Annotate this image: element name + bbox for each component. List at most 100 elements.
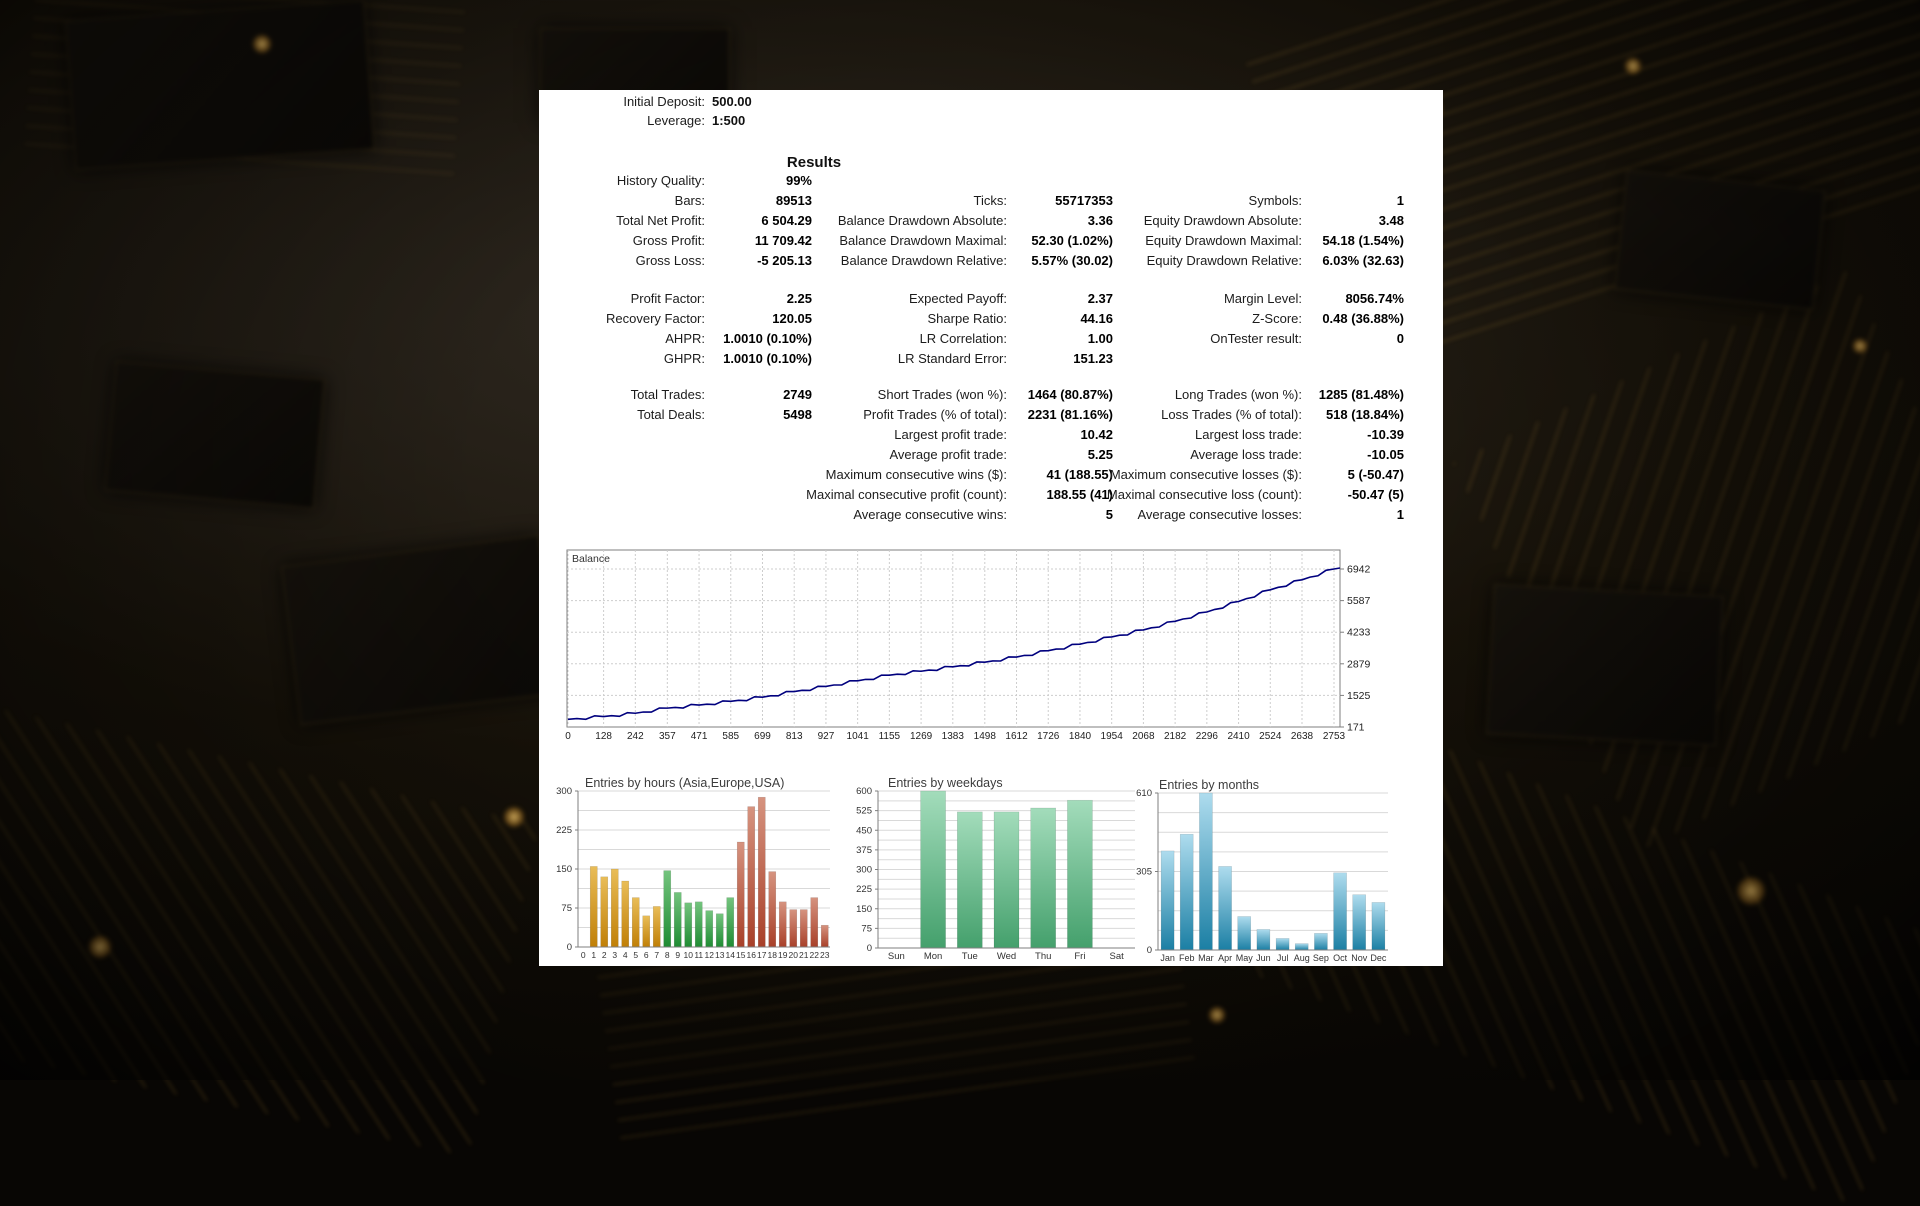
tick-label: Jun [1256,953,1271,963]
tick-label: 1 [591,950,596,960]
tick-label: Balance [572,553,610,565]
tick-label: 12 [705,950,715,960]
bar [737,842,744,947]
stat-label: Largest profit trade: [779,425,1007,445]
stat-label: History Quality: [539,171,705,191]
tick-label: Wed [997,951,1016,962]
stat-label: Gross Loss: [539,251,705,271]
tick-label: 5 [633,950,638,960]
report-panel: Initial Deposit: 500.00 Leverage: 1:500 … [539,90,1443,966]
tick-label: 1525 [1347,690,1371,702]
results-title: Results [694,154,934,171]
stat-label: Long Trades (won %): [1077,385,1302,405]
bar [653,906,660,947]
bar [1353,895,1366,950]
tick-label: Dec [1370,953,1387,963]
bar [611,869,618,947]
tick-label: 2 [602,950,607,960]
tick-label: 23 [820,950,830,960]
tick-label: 1612 [1005,731,1028,742]
stat-label: Total Trades: [539,385,705,405]
stat-label: GHPR: [539,349,705,369]
stat-label: Total Deals: [539,405,705,425]
tick-label: 6 [644,950,649,960]
bar [1238,917,1251,951]
stat-label: Balance Drawdown Relative: [779,251,1007,271]
stat-label: Z-Score: [1077,309,1302,329]
bar [748,807,755,947]
tick-label: 19 [778,950,788,960]
stat-label: Profit Trades (% of total): [779,405,1007,425]
tick-label: 1840 [1069,731,1092,742]
bar [1334,873,1347,950]
tick-label: Sep [1313,953,1329,963]
tick-label: 357 [659,731,676,742]
stat-row: Maximal consecutive profit (count):188.5… [539,485,1443,505]
bar [1219,866,1232,950]
stat-label: Loss Trades (% of total): [1077,405,1302,425]
initial-deposit-label: Initial Deposit: [539,93,705,110]
tick-label: 525 [856,806,872,817]
stat-label: Expected Payoff: [779,289,1007,309]
tick-label: 1726 [1037,731,1060,742]
stat-label: Margin Level: [1077,289,1302,309]
tick-label: 0 [581,950,586,960]
tick-label: 300 [556,786,572,797]
stat-value: 8056.74% [1306,289,1404,309]
tick-label: 1954 [1101,731,1124,742]
tick-label: 16 [747,950,757,960]
tick-label: 2524 [1259,731,1282,742]
stat-value: 6.03% (32.63) [1306,251,1404,271]
stat-label: Maximum consecutive wins ($): [779,465,1007,485]
tick-label: 699 [754,731,771,742]
plot-border [567,550,1340,727]
bar [706,911,713,947]
tick-label: 75 [861,923,872,934]
stat-row: History Quality:99% [539,171,1443,191]
tick-label: 2410 [1227,731,1250,742]
tick-label: 1155 [879,731,901,742]
initial-deposit-value: 500.00 [712,93,752,110]
tick-label: 375 [856,845,872,856]
bar [590,866,597,947]
tick-label: 3 [612,950,617,960]
stat-label: LR Standard Error: [779,349,1007,369]
tick-label: Oct [1333,953,1348,963]
stat-label: Average consecutive losses: [1077,505,1302,525]
initial-deposit-row: Initial Deposit: 500.00 [539,93,1443,110]
stat-label: Equity Drawdown Maximal: [1077,231,1302,251]
bar [1314,933,1327,950]
tick-label: 300 [856,865,872,876]
bar [643,916,650,947]
tick-label: 2182 [1164,731,1187,742]
tick-label: 8 [665,950,670,960]
bar [622,881,629,947]
bar [994,812,1019,948]
tick-label: Jan [1160,953,1175,963]
tick-label: 225 [856,884,872,895]
leverage-row: Leverage: 1:500 [539,112,1443,129]
stat-value: 0.48 (36.88%) [1306,309,1404,329]
bar [800,910,807,947]
bar [811,898,818,947]
bar [921,791,946,948]
bar [1257,929,1270,950]
tick-label: 150 [556,864,572,875]
tick-label: 15 [736,950,746,960]
tick-label: 13 [715,950,725,960]
tick-label: 150 [856,904,872,915]
bar [1295,944,1308,950]
tick-label: 2638 [1291,731,1314,742]
tick-label: 2296 [1196,731,1219,742]
tick-label: 4233 [1347,627,1371,639]
stat-value: 0 [1306,329,1404,349]
